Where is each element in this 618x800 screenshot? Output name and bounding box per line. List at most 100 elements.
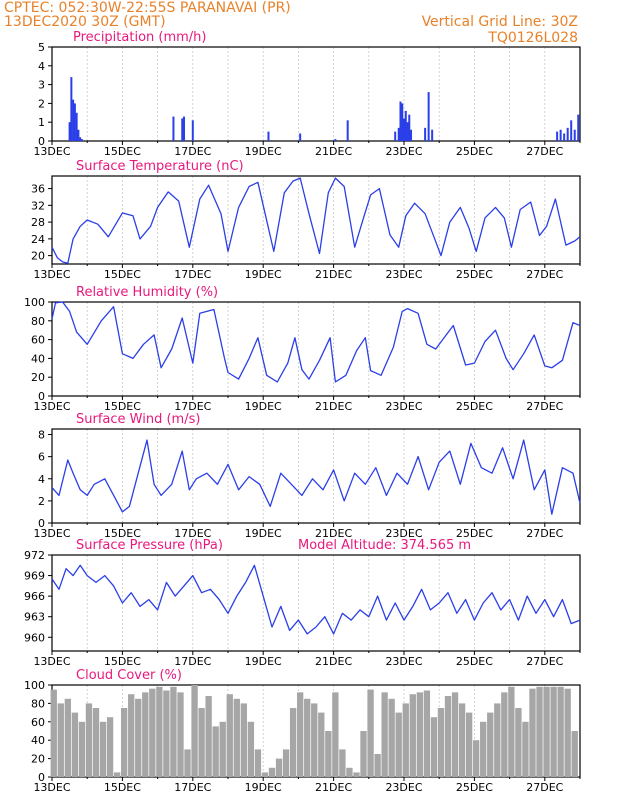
x-tick-label: 23DEC	[385, 527, 422, 540]
bar	[444, 696, 452, 777]
bar	[402, 703, 409, 777]
bar	[247, 721, 255, 777]
x-tick-label: 17DEC	[174, 268, 211, 281]
bar	[543, 686, 550, 777]
panel-title: Relative Humidity (%)	[76, 285, 218, 300]
x-tick-label: 15DEC	[104, 400, 141, 413]
series-line	[51, 301, 581, 383]
bar	[72, 99, 75, 141]
bar	[275, 758, 283, 777]
bar	[177, 692, 184, 777]
x-tick-label: 15DEC	[104, 527, 141, 540]
header-model-id: TQ0126L028	[488, 30, 578, 46]
bar	[92, 708, 100, 777]
y-tick-label: 60	[31, 334, 45, 347]
y-tick-label: 100	[24, 679, 45, 692]
bar	[268, 767, 276, 777]
y-tick-label: 0	[38, 771, 45, 784]
x-tick-label: 19DEC	[245, 268, 282, 281]
y-tick-label: 28	[31, 216, 45, 229]
bar	[401, 103, 404, 141]
panel-annotation: Model Altitude: 374.565 m	[298, 538, 471, 553]
y-tick-label: 966	[24, 590, 45, 603]
bar	[318, 712, 325, 777]
bar	[573, 129, 576, 141]
bar	[563, 133, 566, 141]
y-tick-label: 960	[24, 631, 45, 644]
x-tick-label: 17DEC	[174, 527, 211, 540]
bar	[226, 694, 233, 777]
bar	[106, 717, 114, 777]
bar	[374, 754, 381, 777]
x-tick-label: 19DEC	[245, 400, 282, 413]
series-line	[51, 439, 581, 515]
header-grid-note: Vertical Grid Line: 30Z	[421, 14, 578, 30]
bar	[394, 131, 397, 141]
panel-cloud	[48, 684, 581, 781]
x-tick-label: 21DEC	[315, 655, 352, 668]
bar	[198, 708, 205, 777]
bar	[577, 114, 580, 141]
y-tick-label: 80	[31, 697, 45, 710]
bar	[430, 717, 438, 777]
bar	[529, 688, 536, 777]
bar	[388, 698, 395, 777]
bar	[64, 698, 72, 777]
plot-frame	[51, 428, 581, 524]
x-tick-label: 25DEC	[456, 145, 493, 158]
bar	[113, 772, 121, 777]
bar	[181, 118, 184, 141]
y-tick-label: 963	[24, 611, 45, 624]
bar	[120, 708, 128, 777]
x-tick-label: 25DEC	[456, 781, 493, 794]
y-tick-label: 20	[31, 753, 45, 766]
bar	[78, 721, 86, 777]
panel-title: Precipitation (mm/h)	[73, 30, 206, 45]
bar	[427, 92, 430, 141]
bar	[472, 740, 480, 777]
series-line	[51, 177, 581, 264]
y-tick-label: 0	[38, 135, 45, 148]
bar	[571, 731, 578, 777]
bar	[570, 120, 573, 141]
x-tick-label: 15DEC	[104, 268, 141, 281]
bar	[289, 708, 297, 777]
bar	[408, 114, 411, 141]
x-tick-label: 27DEC	[526, 527, 563, 540]
x-tick-label: 23DEC	[385, 145, 422, 158]
y-tick-label: 40	[31, 352, 45, 365]
bar	[353, 772, 360, 777]
bar	[205, 696, 212, 777]
x-tick-label: 21DEC	[315, 268, 352, 281]
bar	[85, 703, 93, 777]
bar	[75, 112, 78, 141]
bar	[406, 122, 409, 141]
x-tick-label: 25DEC	[456, 268, 493, 281]
bar	[397, 127, 400, 141]
x-tick-label: 19DEC	[245, 655, 282, 668]
series-line	[51, 564, 581, 635]
x-tick-label: 15DEC	[104, 655, 141, 668]
bar	[423, 690, 431, 777]
x-tick-label: 17DEC	[174, 781, 211, 794]
y-tick-label: 5	[38, 41, 45, 54]
x-tick-label: 19DEC	[245, 145, 282, 158]
bar	[172, 116, 175, 141]
plot-frame	[51, 301, 581, 397]
bar	[71, 712, 79, 777]
bar	[451, 692, 459, 777]
y-tick-label: 80	[31, 315, 45, 328]
y-tick-label: 2	[38, 97, 45, 110]
bar	[556, 131, 559, 141]
bar	[212, 726, 219, 777]
x-tick-label: 27DEC	[526, 781, 563, 794]
y-tick-label: 6	[38, 451, 45, 464]
bar	[346, 120, 349, 141]
bar	[233, 698, 240, 777]
bar	[487, 712, 494, 777]
bar	[536, 686, 543, 777]
panel-title: Surface Wind (m/s)	[76, 412, 200, 427]
bar	[191, 120, 194, 141]
bar	[254, 749, 262, 777]
